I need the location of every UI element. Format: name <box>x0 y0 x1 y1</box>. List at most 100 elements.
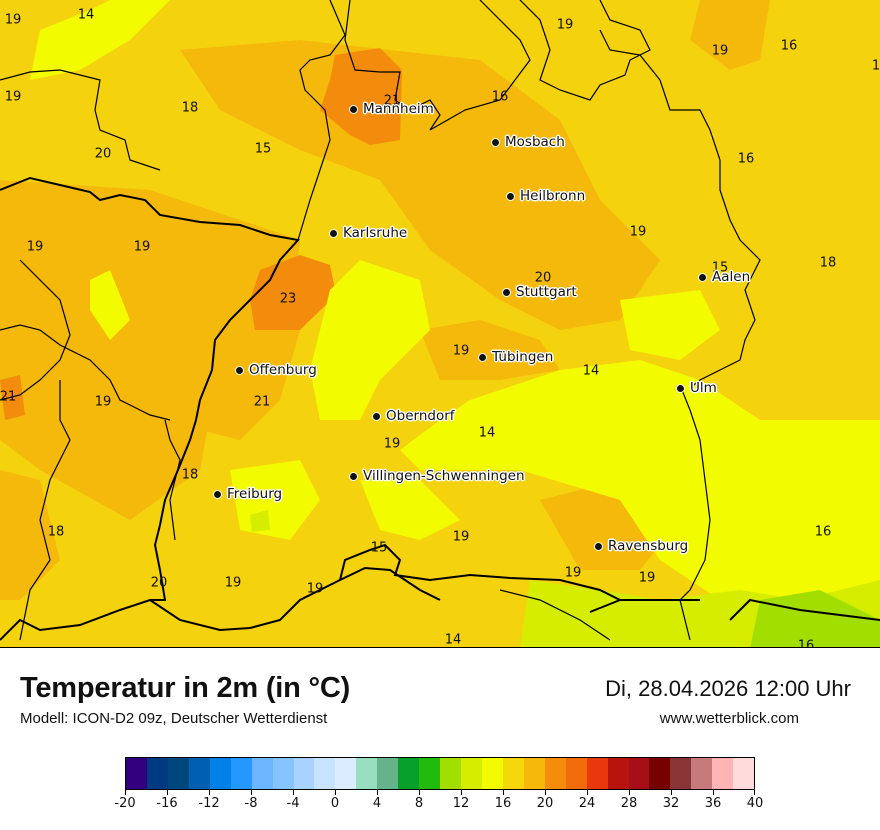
temperature-value: 16 <box>780 38 798 54</box>
colorbar-segment <box>230 758 252 789</box>
city-dot-icon <box>506 191 515 201</box>
temperature-value: 19 <box>383 436 401 452</box>
city-dot-icon <box>213 489 222 499</box>
colorbar-tick-label: 4 <box>372 796 382 811</box>
colorbar-segment <box>691 758 713 789</box>
city-marker: Mosbach <box>491 134 565 150</box>
temperature-value: 14 <box>478 425 496 441</box>
city-marker: Ulm <box>676 380 717 396</box>
temperature-value: 19 <box>224 575 242 591</box>
temperature-map[interactable]: 19 14 19 19 16 1 19 18 21 16 20 15 16 19 19 19 20 15 18 23 1… <box>0 0 880 648</box>
temperature-value: 14 <box>444 632 462 648</box>
colorbar-segment <box>293 758 315 789</box>
colorbar-segment <box>565 758 587 789</box>
temperature-value: 16 <box>491 89 509 105</box>
city-label: Aalen <box>712 269 751 285</box>
temperature-field <box>0 0 880 647</box>
city-dot-icon <box>698 272 707 282</box>
colorbar-tick-label: -16 <box>156 796 178 811</box>
temperature-value: 16 <box>814 524 832 540</box>
colorbar-tick <box>754 790 755 795</box>
city-dot-icon <box>478 352 487 362</box>
colorbar-tick-label: 16 <box>494 796 512 811</box>
colorbar-tick-label: -12 <box>198 796 220 811</box>
colorbar-segment <box>481 758 503 789</box>
city-dot-icon <box>329 228 338 238</box>
colorbar-segment <box>146 758 168 789</box>
colorbar-segment <box>502 758 524 789</box>
temperature-value: 15 <box>711 260 729 276</box>
city-marker: Karlsruhe <box>329 225 407 241</box>
colorbar-ticks: -20 -16 -12 -8 -4 0 4 8 12 16 20 24 28 32 36 40 <box>114 790 763 820</box>
colorbar-segment <box>523 758 545 789</box>
colorbar-tick <box>377 790 378 795</box>
city-marker: Oberndorf <box>372 408 455 424</box>
city-label: Karlsruhe <box>343 225 408 241</box>
colorbar-segment <box>628 758 650 789</box>
colorbar-tick <box>671 790 672 795</box>
temperature-value: 20 <box>94 146 112 162</box>
colorbar-tick-label: 36 <box>704 796 722 811</box>
temperature-value: 19 <box>452 343 470 359</box>
colorbar-tick <box>251 790 252 795</box>
colorbar-segment <box>272 758 294 789</box>
colorbar-tick <box>209 790 210 795</box>
city-label: Oberndorf <box>386 408 455 424</box>
temperature-value: 18 <box>47 524 65 540</box>
colorbar-tick-label: 8 <box>414 796 424 811</box>
city-label: Heilbronn <box>520 188 586 204</box>
city-dot-icon <box>235 365 244 375</box>
colorbar-tick-label: -8 <box>244 796 258 811</box>
temperature-value: 20 <box>150 575 168 591</box>
city-dot-icon <box>349 471 358 481</box>
city-label: Offenburg <box>249 362 317 378</box>
temperature-value: 18 <box>181 467 199 483</box>
forecast-datetime: Di, 28.04.2026 12:00 Uhr <box>605 676 851 701</box>
city-label: Stuttgart <box>516 284 577 300</box>
temperature-value: 19 <box>306 581 324 597</box>
colorbar-tick <box>503 790 504 795</box>
temperature-value: 18 <box>819 255 837 271</box>
colorbar-tick-label: 28 <box>620 796 638 811</box>
temperature-value: 15 <box>370 540 388 556</box>
city-dot-icon <box>502 287 511 297</box>
temperature-value: 19 <box>4 89 22 105</box>
colorbar-tick-label: -4 <box>286 796 300 811</box>
colorbar-segment <box>607 758 629 789</box>
colorbar-tick <box>587 790 588 795</box>
colorbar-segment <box>188 758 210 789</box>
city-dot-icon <box>491 137 500 147</box>
map-title: Temperatur in 2m (in °C) <box>20 672 351 704</box>
city-marker: Offenburg <box>235 362 317 378</box>
city-marker: Aalen <box>698 269 750 285</box>
colorbar-tick-label: 40 <box>746 796 764 811</box>
city-marker: Tübingen <box>478 349 553 365</box>
colorbar-segment <box>733 758 755 789</box>
colorbar-tick <box>713 790 714 795</box>
city-label: Mannheim <box>363 101 434 117</box>
temperature-value: 16 <box>737 151 755 167</box>
temperature-value: 23 <box>279 291 297 307</box>
temperature-value: 21 <box>253 394 271 410</box>
temperature-value: 19 <box>133 239 151 255</box>
colorbar-segment <box>335 758 357 789</box>
colorbar-tick-label: 24 <box>578 796 596 811</box>
colorbar-tick <box>461 790 462 795</box>
city-label: Mosbach <box>505 134 565 150</box>
temperature-value: 1 <box>871 58 880 74</box>
colorbar-segment <box>440 758 461 789</box>
temperature-value: 19 <box>556 17 574 33</box>
colorbar-segment <box>377 758 399 789</box>
website-link[interactable]: www.wetterblick.com <box>659 710 799 727</box>
temperature-value: 21 <box>0 389 17 405</box>
colorbar-tick-label: -20 <box>114 796 136 811</box>
city-marker: Villingen-Schwenningen <box>349 468 525 484</box>
temperature-value: 16 <box>797 638 815 648</box>
colorbar-tick <box>293 790 294 795</box>
colorbar-tick-label: 32 <box>662 796 680 811</box>
temperature-value: 19 <box>711 43 729 59</box>
colorbar-tick <box>167 790 168 795</box>
city-label: Tübingen <box>492 349 554 365</box>
city-marker: Stuttgart <box>502 284 577 300</box>
colorbar-tick <box>335 790 336 795</box>
